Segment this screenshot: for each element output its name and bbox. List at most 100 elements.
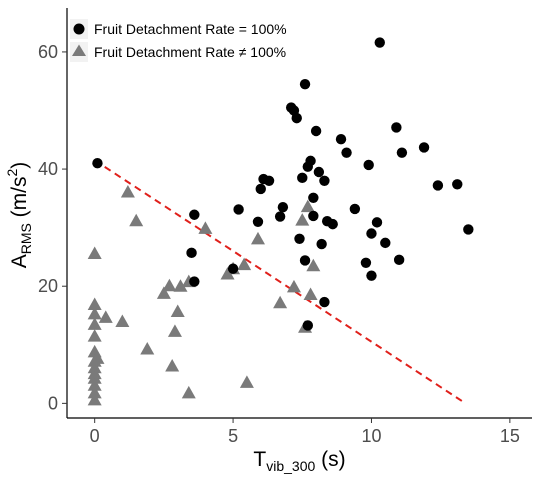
triangle-point: [170, 304, 185, 317]
x-tick-label: 10: [361, 426, 381, 446]
y-axis-ticks: 0 20 40 60: [38, 42, 67, 413]
y-tick-label: 40: [38, 159, 58, 179]
triangle-point: [156, 286, 171, 299]
circle-point: [380, 237, 391, 249]
y-tick-label: 20: [38, 276, 58, 296]
triangle-point: [162, 278, 177, 292]
circle-point: [305, 155, 316, 167]
circle-point: [319, 175, 330, 186]
circle-point: [335, 134, 347, 145]
triangle-point: [87, 306, 102, 320]
circle-point: [391, 122, 402, 133]
y-axis-title-unit-open: (m/s: [8, 177, 31, 224]
triangle-point: [90, 351, 105, 364]
triangle-point: [303, 287, 318, 300]
x-axis-ticks: 0 5 10 15: [90, 418, 520, 446]
y-tick-label: 0: [48, 393, 58, 413]
x-axis-title-unit: (s): [315, 448, 345, 471]
triangle-point: [237, 257, 252, 271]
legend-triangle-marker: [72, 44, 86, 56]
triangle-point: [250, 231, 265, 245]
circle-point: [349, 203, 361, 215]
triangle-point: [173, 279, 188, 292]
legend-label-detached: Fruit Detachment Rate = 100%: [94, 21, 287, 37]
y-axis-title: ARMS (m/s2): [4, 162, 34, 269]
circle-point: [396, 147, 408, 158]
circle-point: [297, 172, 308, 184]
triangle-point: [286, 279, 301, 293]
y-axis-title-sub: RMS: [18, 223, 34, 254]
circle-point: [341, 147, 352, 158]
circle-point: [302, 320, 314, 331]
triangle-point: [239, 375, 254, 388]
circle-point: [363, 159, 374, 171]
y-axis-title-unit-close: ): [8, 162, 31, 169]
x-tick-label: 5: [228, 426, 238, 446]
circle-point: [366, 228, 377, 239]
triangle-point: [87, 392, 102, 406]
circle-point: [463, 224, 474, 235]
trend-line: [94, 159, 464, 403]
legend-label-not-detached: Fruit Detachment Rate ≠ 100%: [94, 44, 286, 60]
circle-point: [452, 179, 463, 190]
circle-point: [189, 276, 200, 287]
circle-point: [371, 217, 383, 228]
circle-point: [233, 204, 244, 215]
triangle-point: [98, 310, 113, 323]
circle-point: [418, 142, 430, 153]
triangle-point: [87, 378, 102, 391]
x-tick-label: 0: [90, 426, 100, 446]
circle-point: [252, 216, 264, 227]
y-tick-label: 60: [38, 42, 58, 62]
triangle-point: [306, 258, 321, 272]
x-tick-label: 15: [500, 426, 520, 446]
circle-point: [319, 296, 330, 308]
circle-point: [313, 166, 325, 178]
triangle-point: [140, 341, 155, 355]
triangle-point: [165, 358, 180, 372]
x-axis-title: Tvib_300 (s): [253, 448, 345, 474]
circle-point: [299, 255, 311, 266]
circle-point: [227, 263, 239, 274]
circle-point: [189, 209, 200, 220]
circle-point: [274, 211, 286, 222]
legend: Fruit Detachment Rate = 100% Fruit Detac…: [70, 19, 287, 62]
triangle-point: [87, 317, 102, 330]
circle-point: [366, 270, 377, 281]
triangle-point: [273, 295, 288, 309]
triangle-point: [300, 199, 315, 213]
triangle-point: [295, 213, 310, 226]
circle-point: [360, 257, 372, 268]
circle-point: [263, 175, 275, 186]
triangle-point: [115, 314, 130, 327]
circle-point: [310, 125, 322, 137]
circle-point: [92, 158, 103, 169]
y-axis-title-main: A: [8, 254, 31, 268]
triangle-point: [167, 324, 182, 337]
circle-point: [299, 78, 311, 90]
circle-point: [291, 112, 302, 124]
triangle-point: [87, 329, 102, 342]
circle-point: [393, 254, 405, 266]
circle-point: [316, 238, 327, 250]
x-axis-title-main: T: [253, 448, 266, 471]
circle-point: [432, 180, 444, 191]
circle-point: [327, 218, 338, 230]
legend-circle-marker: [73, 23, 85, 35]
triangle-point: [198, 221, 213, 234]
x-axis-title-sub: vib_300: [266, 458, 315, 474]
circle-point: [277, 201, 289, 213]
triangle-point: [87, 385, 102, 399]
triangle-point: [181, 385, 196, 399]
triangle-point: [87, 297, 102, 310]
circle-point: [294, 233, 305, 244]
circle-point: [186, 247, 197, 259]
y-axis-title-sup: 2: [4, 169, 20, 177]
circle-point: [374, 37, 385, 48]
plot-area: [66, 8, 532, 419]
triangle-point: [87, 246, 102, 259]
triangle-point: [129, 213, 144, 227]
circle-point: [308, 210, 319, 222]
triangle-point: [120, 185, 135, 198]
